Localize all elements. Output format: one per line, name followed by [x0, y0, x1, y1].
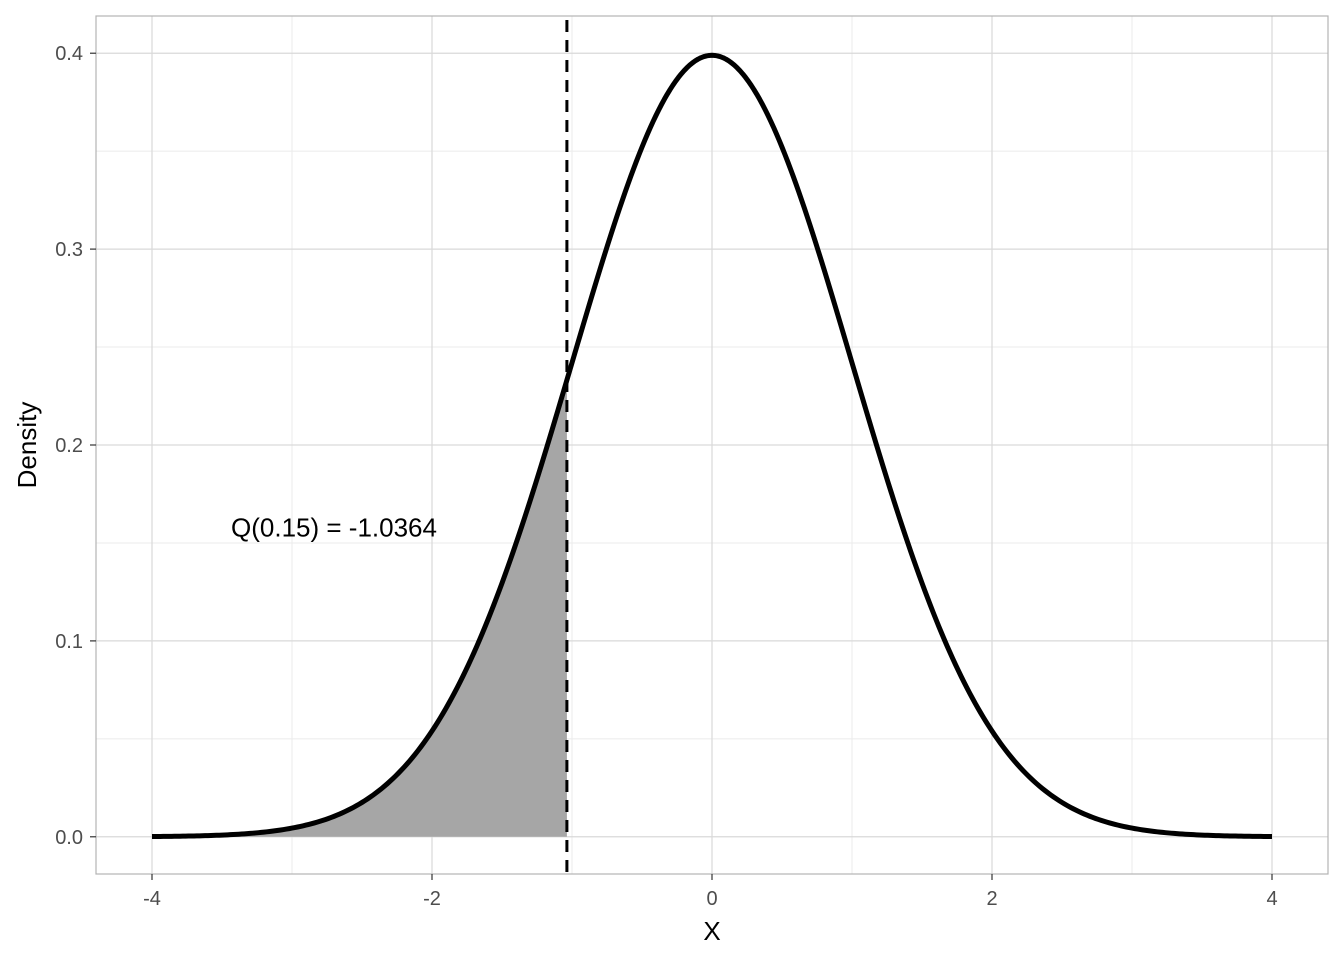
x-tick-label: 2 — [986, 888, 997, 910]
x-tick-label: -2 — [423, 888, 441, 910]
x-axis: -4 -2 0 2 4 — [143, 874, 1278, 910]
quantile-annotation: Q(0.15) = -1.0364 — [231, 512, 437, 542]
y-tick-label: 0.3 — [55, 239, 83, 261]
y-tick-label: 0.4 — [55, 43, 83, 65]
density-curve — [151, 52, 1273, 840]
x-axis-title: X — [703, 916, 720, 946]
y-axis: 0.0 0.1 0.2 0.3 0.4 — [55, 43, 96, 849]
x-tick-label: 4 — [1266, 888, 1277, 910]
y-tick-label: 0.1 — [55, 631, 83, 653]
x-tick-label: -4 — [143, 888, 161, 910]
y-tick-label: 0.2 — [55, 435, 83, 457]
y-tick-label: 0.0 — [55, 827, 83, 849]
shaded-tail-area — [152, 380, 567, 837]
y-axis-title: Density — [12, 402, 42, 489]
x-tick-label: 0 — [706, 888, 717, 910]
